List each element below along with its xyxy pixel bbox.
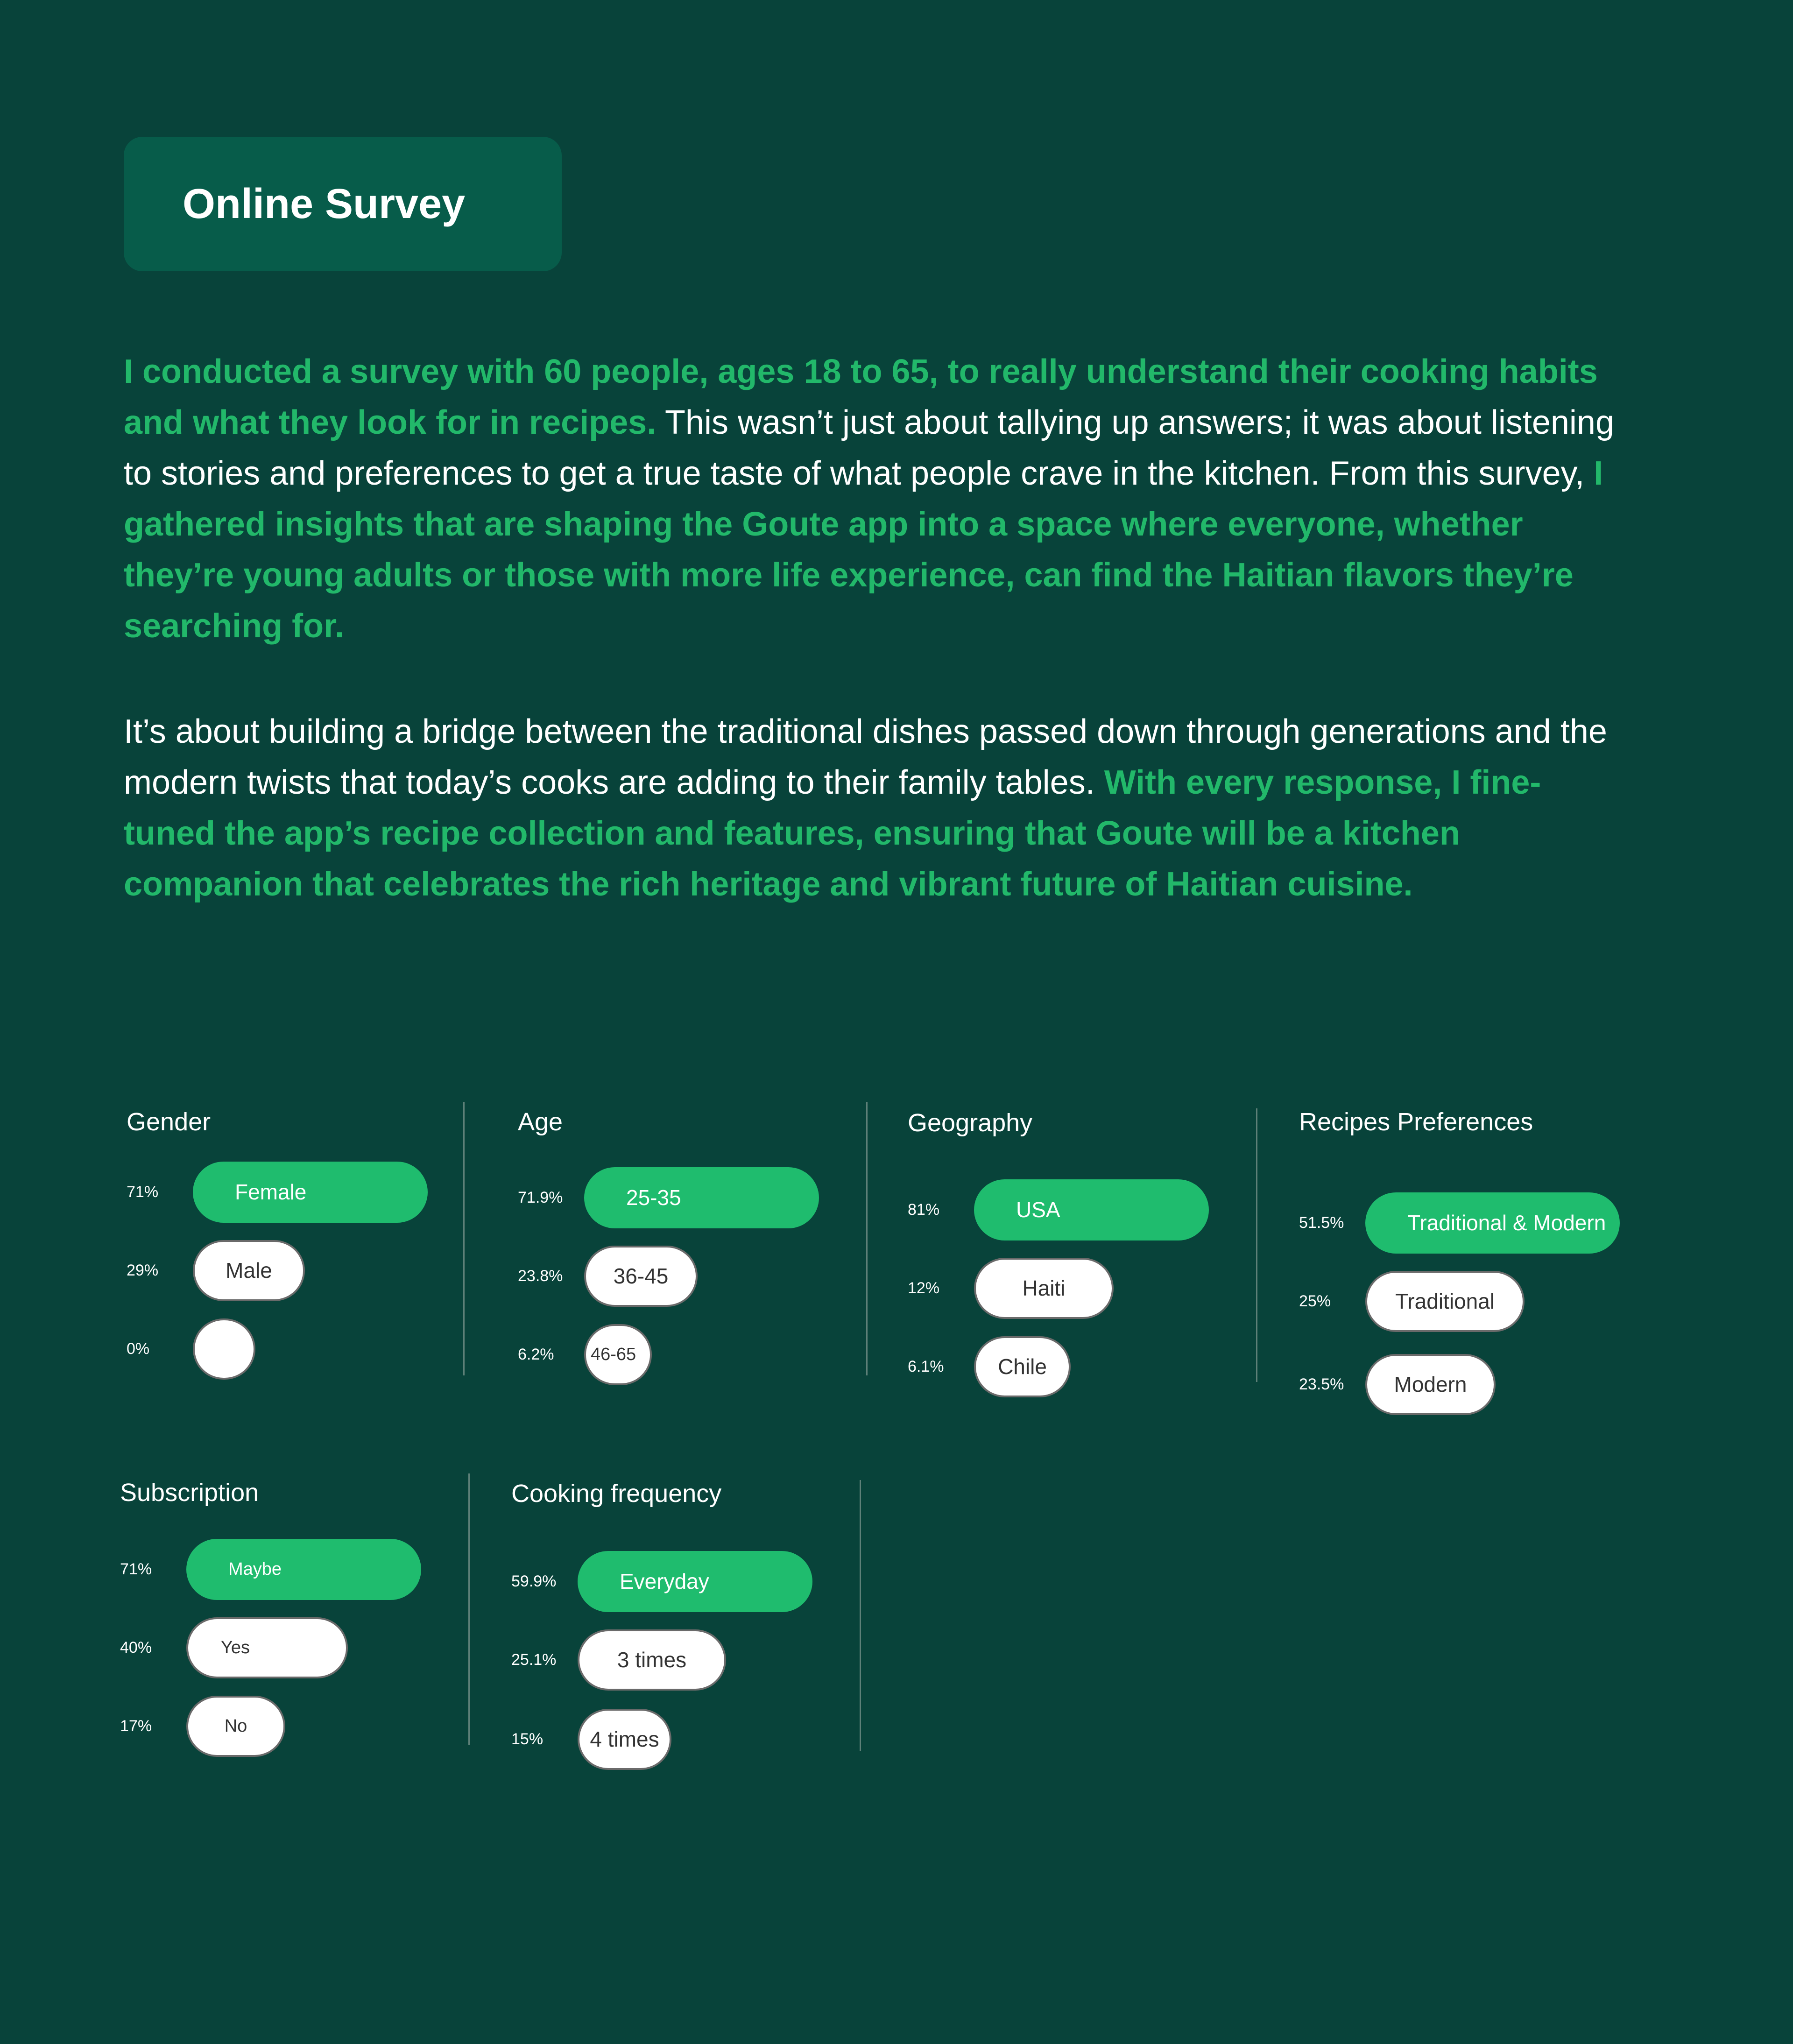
- percent-label: 23.8%: [518, 1267, 563, 1285]
- column-divider: [1256, 1108, 1257, 1382]
- result-row: 25.1% 3 times: [511, 1629, 838, 1691]
- intro-paragraph-2: It’s about building a bridge between the…: [124, 706, 1618, 910]
- answer-pill: 36-45: [584, 1246, 698, 1307]
- highlighted-text: I gathered insights that are shaping the…: [124, 455, 1603, 645]
- answer-pill: 46-65: [584, 1324, 652, 1385]
- answer-pill: Female: [193, 1162, 428, 1223]
- percent-label: 15%: [511, 1730, 544, 1748]
- result-row: 59.9% Everyday: [511, 1551, 838, 1612]
- result-row: 0%: [127, 1318, 453, 1380]
- percent-label: 6.2%: [518, 1346, 554, 1363]
- column-divider: [463, 1102, 465, 1375]
- percent-label: 59.9%: [511, 1572, 557, 1590]
- section-title-badge: Online Survey: [124, 137, 562, 271]
- result-row: 15% 4 times: [511, 1709, 838, 1770]
- page-title: Online Survey: [183, 181, 466, 227]
- chart-title: Recipes Preferences: [1299, 1108, 1533, 1136]
- highlighted-text: I conducted a survey with 60 people, age…: [124, 353, 1598, 441]
- answer-pill: Everyday: [578, 1551, 812, 1612]
- answer-pill: Modern: [1365, 1354, 1496, 1415]
- percent-label: 25.1%: [511, 1651, 557, 1669]
- percent-label: 40%: [120, 1639, 152, 1656]
- answer-pill: Haiti: [974, 1258, 1114, 1319]
- chart-title: Cooking frequency: [511, 1480, 722, 1508]
- column-divider: [468, 1473, 470, 1745]
- percent-label: 23.5%: [1299, 1375, 1344, 1393]
- result-row: 23.5% Modern: [1299, 1354, 1626, 1415]
- answer-pill: USA: [974, 1179, 1209, 1240]
- answer-pill: Chile: [974, 1336, 1071, 1397]
- column-divider: [866, 1102, 868, 1375]
- result-row: 71% Maybe: [120, 1539, 447, 1600]
- percent-label: 17%: [120, 1717, 152, 1735]
- percent-label: 51.5%: [1299, 1214, 1344, 1232]
- answer-pill: Maybe: [186, 1539, 421, 1600]
- percent-label: 29%: [127, 1262, 159, 1279]
- answer-pill: Traditional: [1365, 1271, 1525, 1332]
- percent-label: 12%: [908, 1279, 940, 1297]
- result-row: 23.8% 36-45: [518, 1246, 845, 1307]
- chart-title: Subscription: [120, 1479, 259, 1507]
- body-text: This wasn’t just about tallying up answe…: [124, 404, 1614, 492]
- answer-pill: Traditional & Modern: [1365, 1192, 1620, 1254]
- percent-label: 71%: [120, 1560, 152, 1578]
- result-row: 6.1% Chile: [908, 1336, 1235, 1397]
- percent-label: 71.9%: [518, 1189, 563, 1206]
- chart-title: Gender: [127, 1108, 211, 1136]
- body-text: It’s about building a bridge between the…: [124, 713, 1607, 801]
- answer-pill: 25-35: [584, 1167, 819, 1228]
- result-row: 71.9% 25-35: [518, 1167, 845, 1228]
- result-row: 29% Male: [127, 1240, 453, 1301]
- result-row: 25% Traditional: [1299, 1271, 1626, 1332]
- answer-pill: 3 times: [578, 1629, 726, 1691]
- chart-title: Geography: [908, 1109, 1033, 1137]
- result-row: 6.2% 46-65: [518, 1324, 845, 1385]
- result-row: 81% USA: [908, 1179, 1235, 1240]
- result-row: 17% No: [120, 1696, 447, 1757]
- answer-pill: Male: [193, 1240, 305, 1301]
- answer-pill: Yes: [186, 1617, 348, 1678]
- result-row: 12% Haiti: [908, 1258, 1235, 1319]
- result-row: 71% Female: [127, 1162, 453, 1223]
- answer-pill: [193, 1318, 255, 1380]
- column-divider: [860, 1480, 861, 1751]
- intro-paragraph-1: I conducted a survey with 60 people, age…: [124, 346, 1618, 652]
- result-row: 40% Yes: [120, 1617, 447, 1678]
- percent-label: 71%: [127, 1183, 159, 1201]
- percent-label: 6.1%: [908, 1358, 944, 1375]
- answer-pill: 4 times: [578, 1709, 671, 1770]
- percent-label: 0%: [127, 1340, 150, 1358]
- highlighted-text: With every response, I fine-tuned the ap…: [124, 764, 1541, 903]
- chart-title: Age: [518, 1108, 563, 1136]
- answer-pill: No: [186, 1696, 285, 1757]
- percent-label: 25%: [1299, 1292, 1331, 1310]
- percent-label: 81%: [908, 1201, 940, 1219]
- result-row: 51.5% Traditional & Modern: [1299, 1192, 1626, 1254]
